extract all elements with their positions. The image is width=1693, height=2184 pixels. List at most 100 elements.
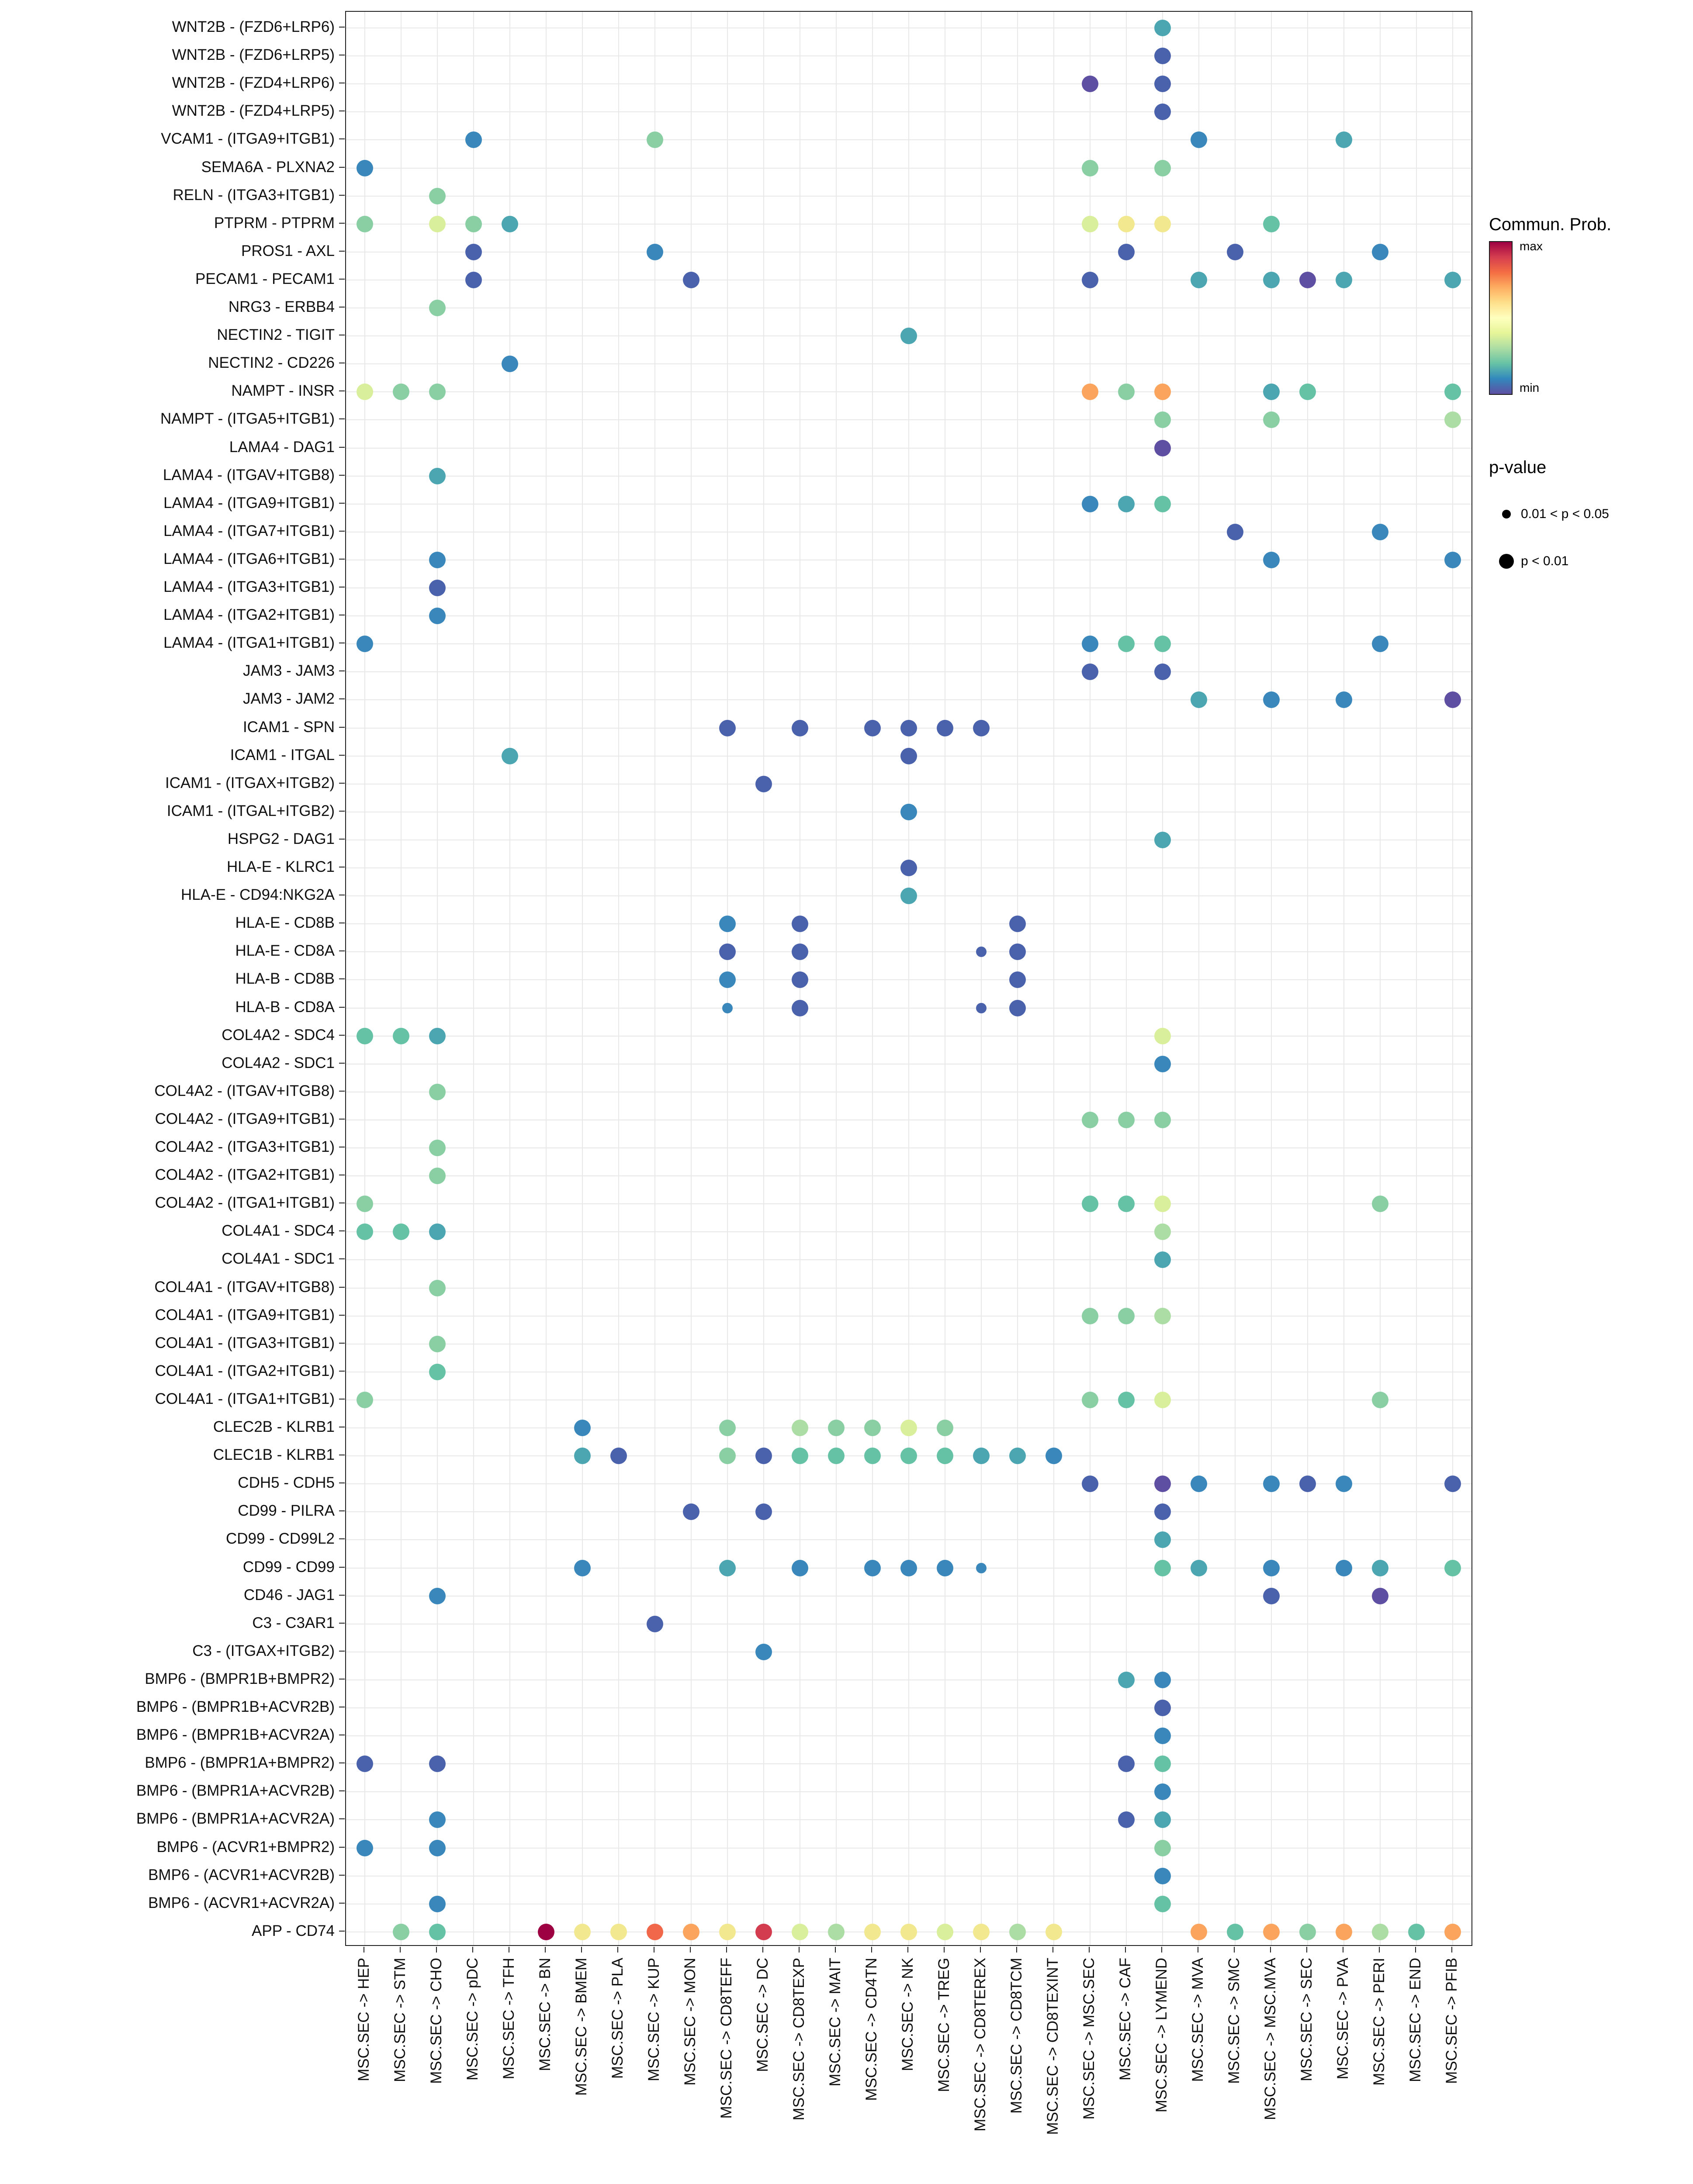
dot [719,1559,736,1576]
dot [900,719,917,736]
dot [357,215,373,232]
dot [864,1448,881,1465]
dot [1154,20,1171,36]
dot [1046,1448,1062,1465]
y-axis-tick [339,1258,345,1260]
y-axis-label: LAMA4 - (ITGAV+ITGB8) [163,466,335,484]
y-axis-label: LAMA4 - (ITGA6+ITGB1) [163,550,335,567]
dot [1263,1587,1280,1604]
colorbar-min-label: min [1520,381,1540,394]
dot [973,1923,990,1940]
x-axis-label: MSC.SEC -> MVA [1189,1958,1206,2082]
grid-line-vertical [437,12,438,1945]
y-axis-label: WNT2B - (FZD6+LRP6) [172,18,335,35]
grid-line-vertical [1452,12,1453,1945]
dot [755,1503,772,1521]
dot [393,384,409,401]
y-axis-label: ICAM1 - (ITGAL+ITGB2) [166,802,335,819]
dot [722,1002,733,1013]
dot [1154,159,1171,176]
x-axis-tick [1306,1947,1307,1952]
dot [429,1223,446,1241]
y-axis-label: HLA-B - CD8B [235,970,335,988]
dot [1154,1503,1171,1521]
dot [429,1083,446,1100]
dot [1372,1391,1388,1408]
x-axis-label: MSC.SEC -> LYMEND [1153,1958,1170,2113]
dot [429,215,446,232]
dot [937,1420,953,1436]
dot [647,243,663,260]
y-axis-label: JAM3 - JAM2 [242,690,335,708]
dot [1191,1559,1207,1576]
x-axis-tick [1270,1947,1271,1952]
dot [1372,1587,1388,1604]
dot [647,1615,663,1632]
dot [357,1196,373,1213]
pvalue-item-label: 0.01 < p < 0.05 [1521,507,1609,521]
dot [792,971,808,988]
dot [1154,1811,1171,1828]
dot [792,719,808,736]
dot [683,1503,699,1521]
dot [429,1895,446,1912]
y-axis-tick [339,810,345,812]
grid-line-vertical [981,12,982,1945]
x-axis-tick [1125,1947,1126,1952]
grid-line-vertical [763,12,764,1945]
x-axis-tick [871,1947,872,1952]
grid-line-vertical [473,12,474,1945]
y-axis-tick [339,250,345,252]
y-axis-label: HLA-E - CD8B [235,914,335,932]
dot [1118,1671,1135,1688]
dot [1154,384,1171,401]
y-axis-label: NECTIN2 - CD226 [208,354,335,372]
x-axis-tick [726,1947,727,1952]
dot [1118,1811,1135,1828]
dot [1154,1111,1171,1128]
dot [1372,1923,1388,1940]
dot [357,1755,373,1773]
y-axis-tick [339,278,345,280]
dot [828,1420,845,1436]
y-axis-tick [339,1930,345,1932]
dot [1082,1111,1098,1128]
dot [1118,1307,1135,1324]
small-dot-icon [1502,510,1511,518]
y-axis-tick [339,530,345,532]
dot [792,1559,808,1576]
dot [502,215,518,232]
y-axis-label: COL4A1 - (ITGA1+ITGB1) [155,1390,335,1407]
dot [1191,271,1207,288]
dot [828,1448,845,1465]
grid-line-vertical [364,12,365,1945]
dot [1154,1700,1171,1716]
y-axis-tick [339,1118,345,1120]
dot [973,719,990,736]
dot [900,1448,917,1465]
dot [1154,1839,1171,1856]
dot [1154,48,1171,65]
y-axis-label: BMP6 - (BMPR1B+ACVR2A) [136,1726,335,1744]
y-axis-label: HLA-E - CD94:NKG2A [180,886,335,904]
dot [1444,411,1461,429]
y-axis-label: BMP6 - (BMPR1A+ACVR2B) [136,1782,335,1800]
x-axis-tick [907,1947,908,1952]
y-axis-label: LAMA4 - (ITGA2+ITGB1) [163,606,335,624]
dot [1009,1448,1026,1465]
dot [465,215,482,232]
dot [1082,384,1098,401]
x-axis-tick [944,1947,945,1952]
y-axis-tick [339,1762,345,1764]
y-axis-tick [339,978,345,980]
dot [429,1335,446,1352]
y-axis-label: WNT2B - (FZD6+LRP5) [172,46,335,64]
y-axis-label: LAMA4 - (ITGA7+ITGB1) [163,522,335,539]
dot [1408,1923,1425,1940]
dot [357,159,373,176]
y-axis-label: BMP6 - (ACVR1+BMPR2) [156,1838,335,1856]
x-axis-tick [1161,1947,1162,1952]
dot [1444,691,1461,708]
dot [973,1448,990,1465]
